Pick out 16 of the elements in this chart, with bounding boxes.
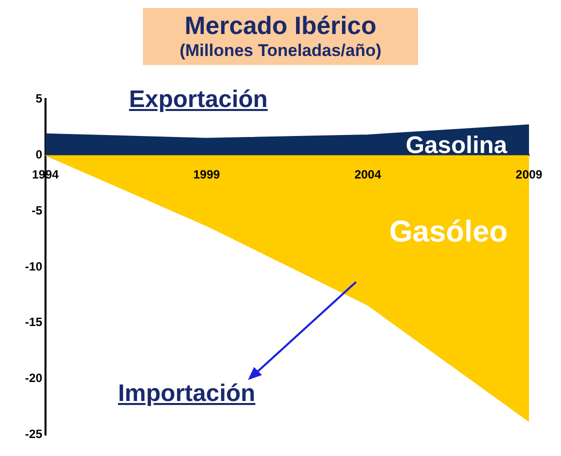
- x-tick-label: 1999: [193, 167, 220, 182]
- annotation: Importación: [118, 380, 256, 408]
- y-tick-label: -10: [25, 259, 43, 274]
- annotation: Exportación: [129, 86, 268, 114]
- y-tick-label: 5: [36, 92, 43, 106]
- y-tick-label: -5: [32, 203, 43, 218]
- y-tick-label: -15: [25, 315, 43, 330]
- series-label: Gasolina: [406, 132, 508, 159]
- y-tick-label: 0: [36, 147, 43, 162]
- y-tick-label: -25: [25, 427, 43, 442]
- y-tick-label: -20: [25, 371, 43, 386]
- chart-subtitle: (Millones Toneladas/año): [178, 41, 382, 61]
- x-tick-label: 2009: [516, 167, 543, 182]
- series-label: Gasóleo: [389, 216, 508, 249]
- chart-title: Mercado Ibérico: [184, 12, 378, 41]
- x-tick-label: 2004: [354, 167, 382, 182]
